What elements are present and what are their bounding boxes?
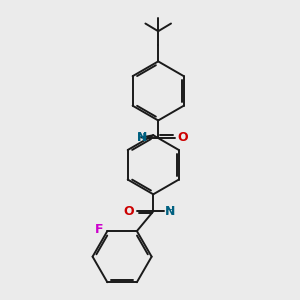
Text: H: H <box>166 206 175 216</box>
Text: O: O <box>178 131 188 144</box>
Text: F: F <box>95 223 103 236</box>
Text: N: N <box>164 205 175 218</box>
Text: N: N <box>137 131 147 144</box>
Text: H: H <box>137 133 145 142</box>
Text: O: O <box>123 205 134 218</box>
